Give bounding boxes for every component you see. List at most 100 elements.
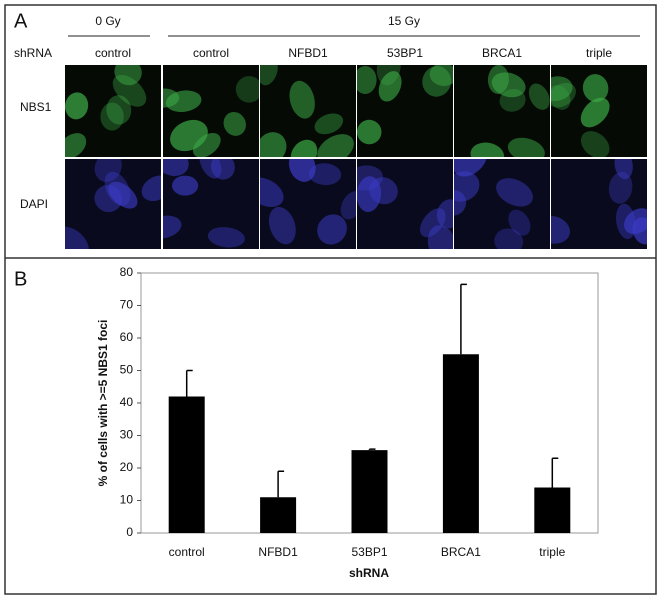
cell	[608, 171, 633, 204]
bar	[351, 450, 388, 533]
cell	[163, 215, 182, 239]
cell	[210, 159, 235, 180]
cell	[235, 76, 259, 103]
dose-label: 0 Gy	[95, 14, 120, 28]
cell	[528, 83, 550, 110]
cell	[496, 178, 533, 207]
cells	[163, 76, 259, 157]
cells	[260, 159, 356, 245]
cell	[112, 74, 147, 107]
dose-label: 15 Gy	[388, 14, 420, 28]
row-header: shRNA	[14, 46, 52, 60]
y-tick-label: 80	[120, 265, 134, 279]
cell	[317, 214, 347, 245]
cell	[551, 215, 570, 244]
column-label: 53BP1	[387, 46, 423, 60]
cell	[470, 142, 505, 157]
cell	[223, 111, 246, 136]
cell	[427, 225, 453, 249]
cell	[551, 82, 576, 108]
cell	[614, 159, 633, 180]
cells	[357, 165, 453, 249]
row-label: DAPI	[20, 197, 48, 211]
column-label: control	[95, 46, 131, 60]
cell	[289, 80, 315, 119]
panel-label: A	[14, 10, 28, 32]
cell	[357, 176, 382, 213]
cell	[429, 65, 453, 87]
cell	[192, 132, 221, 157]
cell	[207, 227, 245, 248]
cell	[494, 228, 524, 249]
figure-border	[4, 4, 657, 595]
cell	[551, 76, 573, 101]
y-tick-label: 20	[120, 460, 134, 474]
cell	[141, 175, 161, 202]
y-tick-label: 70	[120, 298, 134, 312]
cell	[260, 132, 287, 157]
cell	[163, 159, 189, 176]
error-bar	[460, 283, 467, 355]
cell	[580, 97, 610, 128]
cell	[582, 74, 609, 103]
cells	[65, 159, 161, 249]
cells	[65, 65, 147, 157]
y-tick-label: 60	[120, 330, 134, 344]
y-tick-label: 40	[120, 395, 134, 409]
bar	[260, 497, 297, 533]
cell	[260, 65, 278, 86]
y-axis-label: % of cells with >=5 NBS1 foci	[96, 320, 110, 487]
column-label: triple	[586, 46, 612, 60]
cell	[422, 66, 452, 97]
x-tick-label: 53BP1	[351, 545, 387, 559]
y-tick-label: 30	[120, 428, 134, 442]
cell	[199, 159, 222, 179]
cell	[491, 72, 526, 98]
cell	[454, 171, 480, 202]
cells	[163, 159, 245, 248]
cell	[108, 181, 138, 209]
cell	[551, 85, 571, 110]
cells	[357, 65, 453, 145]
row-label: NBS1	[20, 100, 52, 114]
cell	[580, 131, 610, 157]
y-tick-label: 50	[120, 363, 134, 377]
x-tick-label: BRCA1	[441, 545, 481, 559]
cell	[314, 113, 344, 135]
cell	[260, 177, 284, 207]
error-bar	[185, 369, 193, 397]
cell	[507, 137, 545, 157]
cell	[308, 163, 342, 186]
cells	[260, 65, 354, 157]
cell	[290, 139, 318, 157]
cell	[288, 159, 316, 182]
cell	[454, 159, 488, 177]
cell	[436, 199, 453, 229]
cell	[624, 208, 647, 235]
cell	[114, 65, 142, 86]
cell	[508, 209, 531, 236]
panel-label: B	[14, 268, 27, 290]
cell	[172, 175, 199, 196]
x-tick-label: NFBD1	[258, 545, 298, 559]
y-tick-label: 10	[120, 493, 134, 507]
micrograph	[65, 159, 161, 249]
cell	[340, 191, 356, 220]
error-bar	[551, 457, 559, 488]
cell	[378, 71, 402, 102]
image-grid	[65, 65, 647, 249]
cell	[94, 159, 122, 183]
cell	[100, 102, 124, 131]
cell	[317, 134, 354, 157]
cell	[420, 208, 446, 238]
x-tick-label: control	[169, 545, 205, 559]
cells	[470, 65, 550, 157]
bar	[534, 487, 571, 533]
y-tick-label: 0	[126, 525, 133, 539]
cell	[65, 133, 87, 157]
cells	[454, 159, 533, 249]
error-bar	[277, 470, 285, 498]
column-label: NFBD1	[288, 46, 328, 60]
cell	[268, 206, 296, 245]
